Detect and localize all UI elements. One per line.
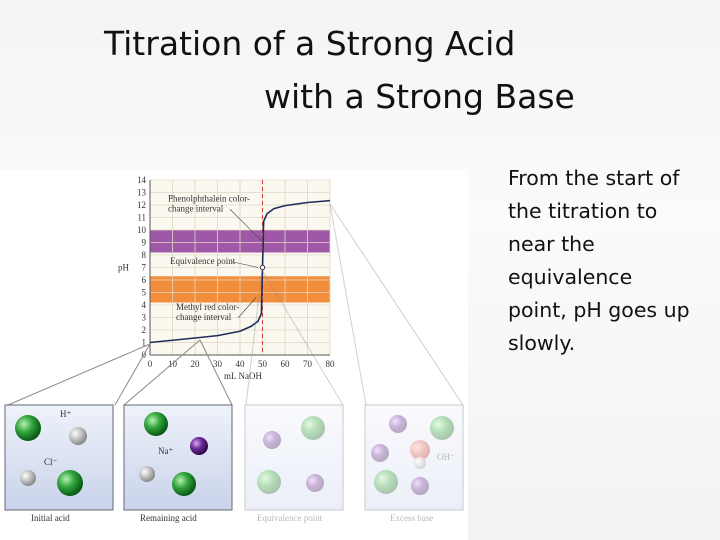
- panel-label: Excess base: [390, 513, 433, 523]
- x-tick-label: 30: [213, 359, 223, 369]
- ion-label: Cl⁻: [44, 457, 58, 467]
- panel-label: Remaining acid: [140, 513, 197, 523]
- title-line: Titration of a Strong Acid: [104, 24, 516, 63]
- x-tick-label: 80: [326, 359, 336, 369]
- y-tick-label: 7: [142, 263, 147, 273]
- y-tick-label: 1: [142, 338, 147, 348]
- y-tick-label: 11: [137, 213, 146, 223]
- y-tick-label: 13: [137, 188, 147, 198]
- body-line: From the start of: [508, 166, 680, 190]
- annotation: change interval: [176, 312, 232, 322]
- y-tick-label: 3: [142, 313, 147, 323]
- ion-label: OH⁻: [437, 452, 455, 462]
- panel: Na⁺ Remaining acid: [123, 404, 233, 523]
- x-tick-label: 60: [281, 359, 291, 369]
- y-tick-label: 10: [137, 225, 147, 235]
- panel-box: [244, 404, 344, 511]
- y-axis-label: pH: [118, 263, 130, 273]
- annotation-pointer: [237, 297, 257, 319]
- y-tick-label: 12: [137, 200, 146, 210]
- x-tick-label: 40: [236, 359, 246, 369]
- annotation-pointer: [229, 209, 263, 242]
- x-axis-label: mL NaOH: [224, 371, 262, 381]
- titration-curve: [149, 199, 331, 344]
- y-tick-label: 2: [142, 325, 147, 335]
- ion-label: Na⁺: [158, 446, 173, 456]
- body-text: From the start of the titration to near th…: [508, 162, 690, 360]
- body-line: the titration to: [508, 199, 658, 223]
- x-tick-label: 10: [168, 359, 178, 369]
- equivalence-point: [259, 264, 266, 271]
- y-tick-label: 4: [142, 300, 147, 310]
- body-line: slowly.: [508, 331, 576, 355]
- panel: Equivalence point: [244, 404, 344, 523]
- panel: H⁺ Cl⁻ Initial acid: [4, 404, 114, 523]
- y-tick-label: 5: [142, 288, 147, 298]
- connectors: [7, 203, 464, 406]
- y-tick-label: 6: [142, 275, 147, 285]
- x-tick-label: 20: [191, 359, 201, 369]
- title-line: with a Strong Base: [264, 77, 575, 116]
- panel-label: Initial acid: [31, 513, 70, 523]
- y-tick-label: 14: [137, 175, 147, 185]
- annotation: Methyl red color-: [176, 302, 239, 312]
- body-line: equivalence: [508, 265, 633, 289]
- x-tick-label: 0: [148, 359, 153, 369]
- panel: OH⁻ Excess base: [364, 404, 464, 523]
- annotation: change interval: [168, 203, 224, 213]
- y-tick-label: 9: [142, 238, 147, 248]
- x-tick-label: 50: [258, 359, 268, 369]
- y-tick-label: 8: [142, 250, 147, 260]
- annotation-pointer: [231, 261, 259, 268]
- ion-label: H⁺: [60, 409, 71, 419]
- body-line: near the: [508, 232, 595, 256]
- annotation: Equivalence point: [170, 256, 236, 266]
- panel-label: Equivalence point: [257, 513, 323, 523]
- body-line: point, pH goes up: [508, 298, 690, 322]
- x-tick-label: 70: [303, 359, 313, 369]
- annotation: Phenolphthalein color-: [168, 193, 250, 203]
